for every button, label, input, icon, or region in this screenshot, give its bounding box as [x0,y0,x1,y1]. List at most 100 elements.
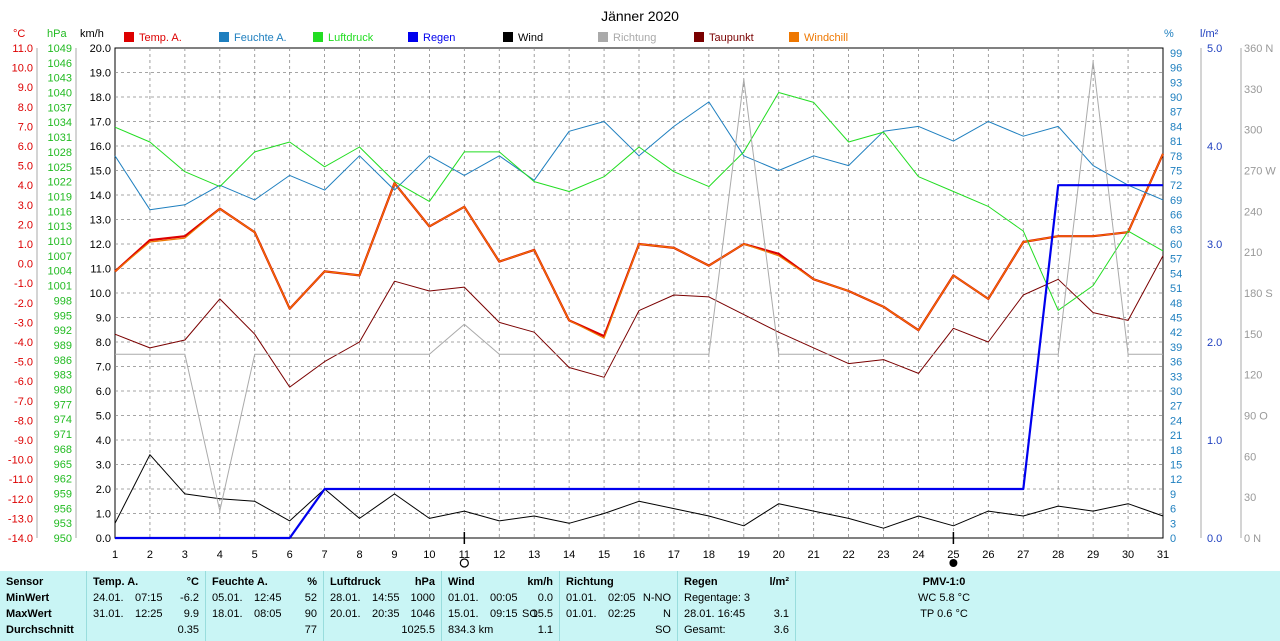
temp-min-value: -6.2 [180,592,199,604]
temp-axis-tick: 10.0 [12,63,33,75]
wind-header: Wind [448,576,475,588]
pressure-column: Luftdruck hPa 28.01. 14:55 1000 20.01. 20:35… [324,571,442,641]
wind-axis-tick: 16.0 [90,141,111,153]
wind-axis-tick: 17.0 [90,117,111,129]
humidity-axis-tick: 36 [1170,357,1182,369]
temp-axis-tick: -10.0 [8,455,33,467]
x-tick-label: 20 [773,549,785,561]
pressure-axis-tick: 1046 [48,58,72,70]
humidity-axis-tick: 0 [1170,533,1176,545]
temp-avg-value: 0.35 [177,624,199,636]
humidity-axis-tick: 24 [1170,415,1182,427]
legend-label: Taupunkt [709,32,754,44]
chart-title: Jänner 2020 [601,8,679,24]
pressure-axis-tick: 1013 [48,221,72,233]
direction-header: Richtung [566,576,614,588]
wind-max-value: 15.5 [531,608,553,620]
series-line [114,454,1164,529]
pressure-axis-tick: 962 [54,474,72,486]
humidity-axis-tick: 33 [1170,371,1182,383]
wind-axis-tick: 0.0 [96,533,111,545]
humidity-axis-tick: 45 [1170,313,1182,325]
humidity-axis-tick: 60 [1170,239,1182,251]
temp-axis-tick: -13.0 [8,513,33,525]
direction-axis-tick: 30 [1244,492,1256,504]
direction-axis-tick: 270 W [1244,166,1276,178]
direction-axis-tick: 240 [1244,206,1262,218]
pressure-axis-tick: 1007 [48,251,72,263]
humidity-axis-tick: 48 [1170,298,1182,310]
wind-axis-tick: 11.0 [90,264,111,276]
humidity-axis-tick: 87 [1170,107,1182,119]
rain-axis-tick: 3.0 [1207,239,1222,251]
humidity-axis-tick: 30 [1170,386,1182,398]
temp-min-date: 24.01. [93,592,124,604]
temp-axis-tick: -12.0 [8,494,33,506]
rain-max-date: 28.01. 16:45 [684,608,746,620]
wind-axis-tick: 15.0 [90,166,111,178]
x-tick-label: 10 [423,549,435,561]
wind-axis-tick: 9.0 [96,313,111,325]
direction-axis-tick: 0 N [1244,533,1261,545]
legend-swatch [219,32,229,42]
pressure-axis-tick: 1022 [48,177,72,189]
pressure-axis-tick: 1016 [48,206,72,218]
pressure-axis-tick: 980 [54,385,72,397]
temp-axis-tick: 8.0 [18,102,33,114]
direction-axis-tick: 210 [1244,247,1262,259]
legend-label: Feuchte A. [234,32,287,44]
wind-axis-tick: 8.0 [96,337,111,349]
legend-label: Richtung [613,32,656,44]
series-line [114,101,1164,211]
x-tick-label: 17 [668,549,680,561]
legend-swatch [694,32,704,42]
humidity-axis-tick: 27 [1170,401,1182,413]
humidity-avg-value: 77 [304,624,317,636]
x-tick-label: 31 [1157,549,1169,561]
temp-axis-tick: 6.0 [18,141,33,153]
x-tick-label: 4 [217,549,223,561]
humidity-axis-tick: 39 [1170,342,1182,354]
legend-swatch [408,32,418,42]
x-tick-label: 9 [391,549,397,561]
max-label: MaxWert [6,608,52,620]
humidity-axis-tick: 84 [1170,121,1182,133]
humidity-unit: % [307,576,317,588]
temp-axis-tick: 5.0 [18,161,33,173]
pressure-axis-tick: 1019 [48,191,72,203]
rain-column: Regen l/m² Regentage: 3 28.01. 16:45 3.1 G… [678,571,796,641]
direction-max-date: 01.01. [566,608,597,620]
pressure-avg-value: 1025.5 [401,624,435,636]
direction-max-value: N [663,608,671,620]
rain-max-value: 3.1 [773,608,789,620]
pressure-axis-tick: 995 [54,310,72,322]
temp-axis-tick: -2.0 [14,298,33,310]
humidity-axis-tick: 96 [1170,63,1182,75]
humidity-axis-tick: 54 [1170,268,1182,280]
x-tick-label: 6 [287,549,293,561]
temp-axis-tick: 3.0 [18,200,33,212]
rain-axis-tick: 4.0 [1207,141,1222,153]
pressure-axis-tick: 1028 [48,147,72,159]
rain-unit: l/m² [769,576,789,588]
pressure-axis-tick: 1040 [48,88,72,100]
legend-label: Temp. A. [139,32,182,44]
pressure-axis-tick: 1025 [48,162,72,174]
wind-axis-tick: 5.0 [96,411,111,423]
humidity-axis-tick: 18 [1170,445,1182,457]
x-tick-label: 18 [703,549,715,561]
direction-axis-tick: 60 [1244,451,1256,463]
temp-axis-tick: 11.0 [12,43,33,55]
sensor-header: Sensor [6,576,44,588]
wind-max-dir: SO [522,608,538,620]
rain-axis-unit: l/m² [1200,28,1219,40]
series-line [114,92,1164,311]
pressure-axis-tick: 1037 [48,102,72,114]
temp-max-date: 31.01. [93,608,124,620]
temp-header: Temp. A. [93,576,139,588]
rain-days: Regentage: 3 [684,592,751,604]
pressure-axis-tick: 986 [54,355,72,367]
pressure-axis-tick: 971 [54,429,72,441]
wind-axis-tick: 3.0 [96,460,111,472]
humidity-header: Feuchte A. [212,576,268,588]
